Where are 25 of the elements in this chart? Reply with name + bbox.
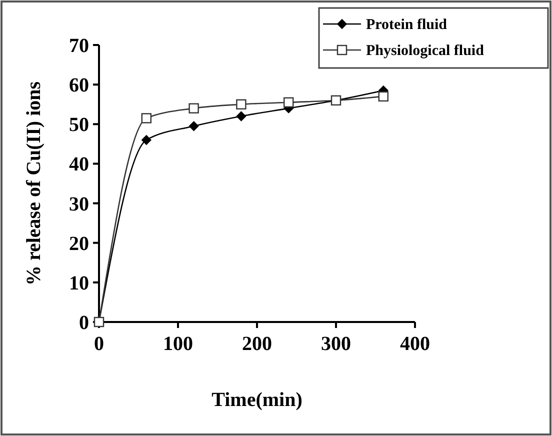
point bbox=[141, 113, 152, 124]
x-tick-label: 400 bbox=[400, 333, 430, 355]
point bbox=[236, 111, 246, 122]
x-tick-label: 0 bbox=[94, 333, 104, 355]
x-tick-label: 200 bbox=[242, 333, 272, 355]
legend-label: Protein fluid bbox=[366, 17, 448, 33]
point bbox=[236, 99, 246, 110]
point bbox=[378, 91, 388, 102]
point bbox=[141, 134, 152, 146]
y-tick-label: 0 bbox=[79, 312, 89, 334]
y-tick-label: 70 bbox=[69, 35, 89, 57]
x-tick-label: 300 bbox=[321, 333, 351, 355]
point bbox=[188, 103, 199, 114]
y-tick-label: 20 bbox=[69, 232, 89, 255]
y-tick-label: 60 bbox=[69, 74, 89, 97]
y-axis-title: % release of Cu(II) ions bbox=[23, 81, 45, 286]
x-tick-label: 100 bbox=[163, 333, 193, 355]
y-tick-label: 40 bbox=[69, 154, 89, 176]
x-axis-title: Time(min) bbox=[212, 389, 302, 411]
y-tick-label: 50 bbox=[69, 114, 89, 136]
point bbox=[284, 97, 294, 108]
y-tick-label: 10 bbox=[69, 272, 89, 294]
point bbox=[188, 121, 199, 132]
y-tick-label: 30 bbox=[69, 193, 89, 216]
legend-label: Physiological fluid bbox=[366, 43, 485, 59]
